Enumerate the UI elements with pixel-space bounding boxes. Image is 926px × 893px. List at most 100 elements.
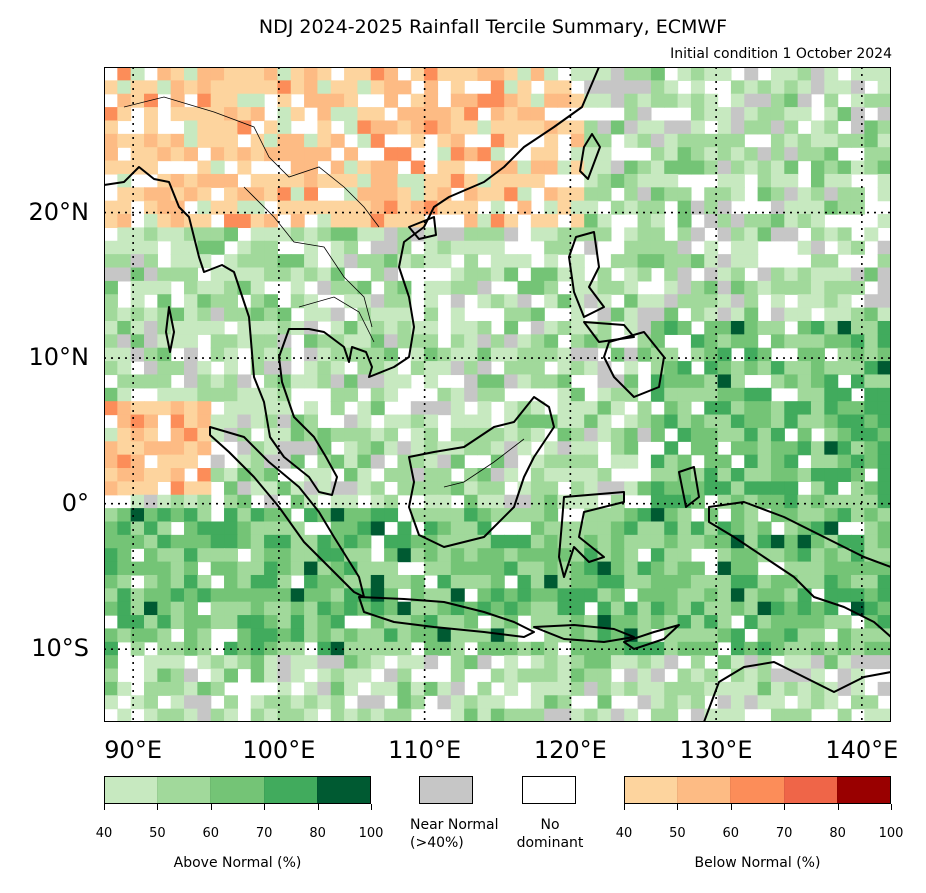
tercile-cell <box>664 548 679 563</box>
tercile-cell <box>664 521 679 536</box>
tercile-cell <box>877 615 891 630</box>
tercile-cell <box>144 147 158 162</box>
tercile-cell <box>344 628 359 643</box>
tercile-cell <box>424 588 439 603</box>
tercile-cell <box>224 93 238 108</box>
tercile-cell <box>824 615 839 630</box>
tercile-cell <box>544 574 559 589</box>
tercile-cell <box>784 521 799 536</box>
tercile-cell <box>357 307 372 322</box>
tercile-cell <box>650 347 665 362</box>
tercile-cell <box>357 708 372 722</box>
tercile-cell <box>104 641 118 656</box>
tercile-cell <box>877 267 891 282</box>
tercile-cell <box>130 628 145 643</box>
tercile-cell <box>677 628 692 643</box>
tercile-cell <box>704 133 719 148</box>
tercile-cell <box>770 548 785 563</box>
tercile-cell <box>690 147 705 162</box>
tercile-cell <box>797 294 812 309</box>
tercile-cell <box>784 187 799 202</box>
tercile-cell <box>277 93 292 108</box>
tercile-cell <box>184 334 198 349</box>
tercile-cell <box>104 521 118 536</box>
tercile-cell <box>344 655 359 670</box>
tercile-cell <box>744 80 759 95</box>
tercile-cell <box>850 120 865 135</box>
tercile-cell <box>730 588 745 603</box>
tercile-cell <box>717 374 732 389</box>
tercile-cell <box>544 655 559 670</box>
tercile-cell <box>210 67 225 81</box>
tercile-cell <box>730 628 745 643</box>
tercile-cell <box>384 494 399 509</box>
longitude-label: 140°E <box>825 736 899 764</box>
tercile-cell <box>517 574 532 589</box>
tercile-cell <box>597 588 612 603</box>
tercile-cell <box>424 187 439 202</box>
tercile-cell <box>477 574 492 589</box>
tercile-cell <box>210 133 225 148</box>
tercile-cell <box>370 80 385 95</box>
tercile-cell <box>584 468 599 482</box>
tercile-cell <box>704 280 719 295</box>
tercile-cell <box>210 534 225 549</box>
tercile-cell <box>490 708 505 722</box>
tercile-cell <box>864 641 879 656</box>
tercile-cell <box>210 160 225 175</box>
tercile-cell <box>664 561 679 576</box>
tercile-cell <box>490 534 505 549</box>
tercile-cell <box>610 708 625 722</box>
tercile-cell <box>730 708 745 722</box>
tercile-cell <box>770 481 785 496</box>
tercile-cell <box>824 387 839 402</box>
tercile-cell <box>130 294 145 309</box>
sulawesi-coast <box>558 491 625 578</box>
tercile-cell <box>877 494 891 509</box>
tercile-cell <box>397 681 412 696</box>
tercile-cell <box>250 628 265 643</box>
tercile-cell <box>424 401 439 416</box>
tercile-cell <box>437 361 452 376</box>
tercile-cell <box>544 601 559 616</box>
tercile-cell <box>757 147 772 162</box>
tercile-cell <box>730 468 745 482</box>
tercile-cell <box>170 508 185 523</box>
tercile-cell <box>304 160 319 175</box>
tercile-cell <box>530 708 545 722</box>
tercile-cell <box>264 708 279 722</box>
tercile-cell <box>490 494 505 509</box>
tercile-cell <box>570 93 585 108</box>
tercile-cell <box>330 695 345 710</box>
tercile-cell <box>224 173 238 188</box>
tercile-cell <box>424 173 439 188</box>
tercile-cell <box>597 93 612 108</box>
tercile-cell <box>730 107 745 122</box>
tercile-cell <box>210 521 225 536</box>
tercile-cell <box>784 468 799 482</box>
tercile-cell <box>224 361 238 376</box>
tercile-cell <box>304 374 319 389</box>
tercile-cell <box>637 267 652 282</box>
tercile-cell <box>610 200 625 215</box>
tercile-cell <box>104 454 118 469</box>
tercile-cell <box>624 655 639 670</box>
tercile-cell <box>584 561 599 576</box>
tercile-cell <box>197 401 212 416</box>
tercile-cell <box>624 173 639 188</box>
tercile-cell <box>877 347 891 362</box>
tercile-cell <box>370 655 385 670</box>
tercile-cell <box>850 361 865 376</box>
tercile-cell <box>410 601 425 616</box>
tercile-cell <box>730 655 745 670</box>
tercile-cell <box>504 173 519 188</box>
tercile-cell <box>477 120 492 135</box>
tercile-cell <box>544 561 559 576</box>
tercile-cell <box>597 628 612 643</box>
tercile-cell <box>104 387 118 402</box>
tercile-cell <box>450 481 465 496</box>
tercile-cell <box>837 173 852 188</box>
tercile-cell <box>250 347 265 362</box>
tercile-cell <box>584 668 599 683</box>
tercile-cell <box>357 80 372 95</box>
